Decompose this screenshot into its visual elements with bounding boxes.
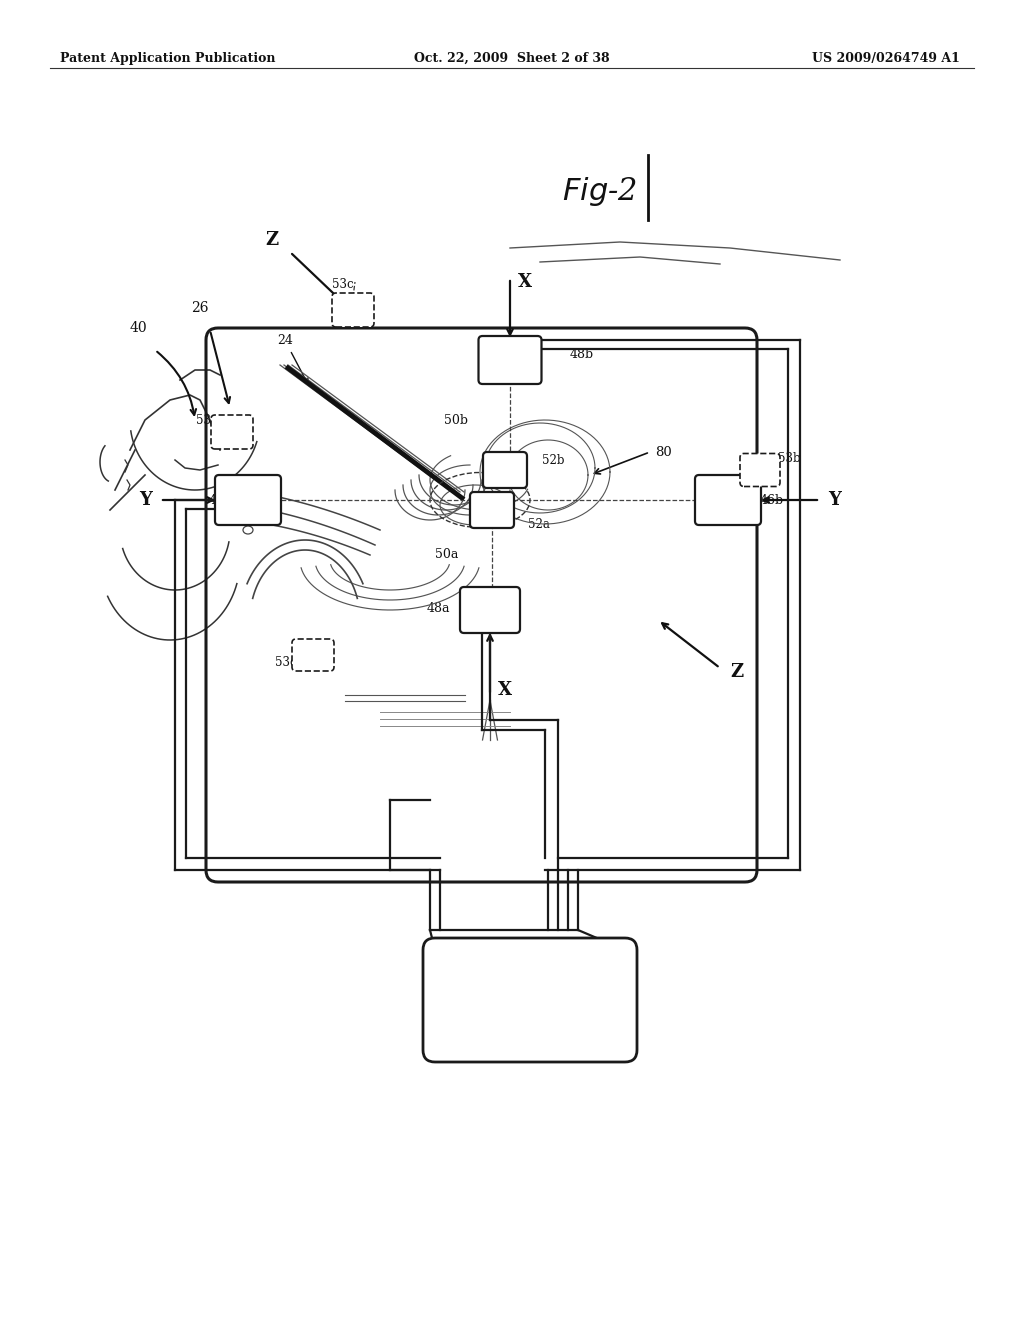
Text: 50a: 50a bbox=[434, 549, 458, 561]
Text: 48a: 48a bbox=[427, 602, 450, 615]
FancyBboxPatch shape bbox=[211, 414, 253, 449]
Text: 53c: 53c bbox=[332, 279, 354, 292]
Text: 40: 40 bbox=[129, 321, 146, 335]
Text: 53b: 53b bbox=[778, 451, 801, 465]
Text: US 2009/0264749 A1: US 2009/0264749 A1 bbox=[812, 51, 961, 65]
Text: Y: Y bbox=[828, 491, 841, 510]
Text: 53a: 53a bbox=[196, 413, 218, 426]
Text: 48b: 48b bbox=[570, 348, 594, 362]
Text: 26: 26 bbox=[191, 301, 209, 315]
FancyBboxPatch shape bbox=[478, 337, 542, 384]
Text: Oct. 22, 2009  Sheet 2 of 38: Oct. 22, 2009 Sheet 2 of 38 bbox=[414, 51, 610, 65]
Text: X: X bbox=[518, 273, 532, 290]
Text: 53d: 53d bbox=[275, 656, 298, 669]
Text: $\mathit{Fig}$-2: $\mathit{Fig}$-2 bbox=[562, 176, 638, 209]
FancyBboxPatch shape bbox=[483, 451, 527, 488]
Text: 24: 24 bbox=[278, 334, 293, 346]
Text: 42: 42 bbox=[530, 998, 548, 1012]
FancyBboxPatch shape bbox=[215, 475, 281, 525]
FancyBboxPatch shape bbox=[423, 939, 637, 1063]
Text: 46b: 46b bbox=[760, 494, 784, 507]
FancyBboxPatch shape bbox=[460, 587, 520, 634]
Text: 80: 80 bbox=[655, 446, 672, 458]
Text: 50b: 50b bbox=[444, 413, 468, 426]
FancyBboxPatch shape bbox=[292, 639, 334, 671]
FancyBboxPatch shape bbox=[470, 492, 514, 528]
FancyBboxPatch shape bbox=[332, 293, 374, 327]
FancyBboxPatch shape bbox=[695, 475, 761, 525]
Text: Y: Y bbox=[139, 491, 152, 510]
Text: 52a: 52a bbox=[528, 519, 550, 532]
Text: Patent Application Publication: Patent Application Publication bbox=[60, 51, 275, 65]
Text: Z: Z bbox=[730, 663, 743, 681]
Text: 46a: 46a bbox=[209, 494, 232, 507]
Text: Z: Z bbox=[265, 231, 278, 249]
FancyBboxPatch shape bbox=[740, 454, 780, 487]
Text: 52b: 52b bbox=[542, 454, 564, 466]
Text: X: X bbox=[498, 681, 512, 700]
